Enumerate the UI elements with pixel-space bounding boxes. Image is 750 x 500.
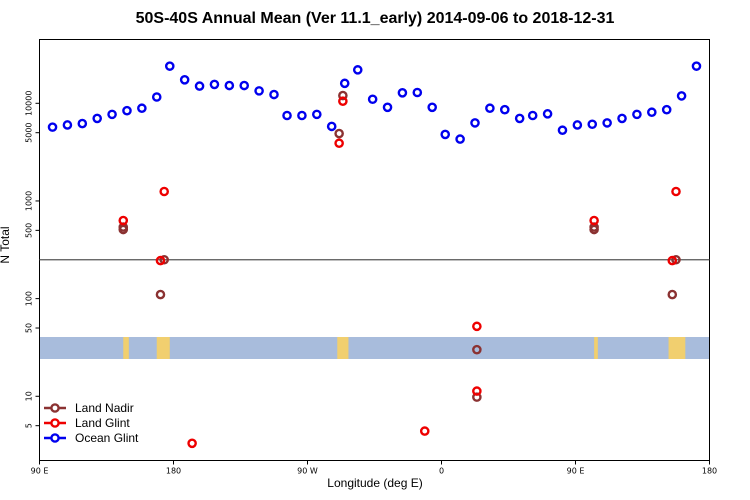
x-tick-label: 90 E — [31, 467, 49, 476]
land-glint-point — [589, 215, 599, 226]
ocean-glint-point — [254, 86, 264, 96]
map-land — [156, 337, 170, 359]
ocean-glint-point — [312, 109, 322, 120]
y-axis: 5 10 50 100 500 1000 5000 10000 — [25, 91, 40, 428]
x-axis-label: Longitude (deg E) — [327, 476, 422, 490]
ocean-glint-point — [691, 61, 702, 71]
land-glint-point — [187, 438, 197, 449]
ocean-glint-point — [92, 113, 102, 124]
ocean-glint-point — [137, 103, 147, 114]
x-tick-label: 180 — [702, 467, 717, 476]
ocean-glint-point — [367, 94, 378, 105]
ocean-glint-point — [194, 81, 205, 91]
land-glint-point — [155, 255, 166, 266]
ocean-glint-point — [440, 129, 451, 140]
map-land — [337, 337, 349, 359]
ocean-glint-point — [151, 92, 162, 102]
land-glint-point — [334, 138, 344, 149]
y-tick-label: 50 — [25, 323, 34, 333]
map-land — [123, 337, 129, 359]
land-glint-point — [667, 255, 678, 266]
ocean-glint-point — [412, 87, 423, 98]
ocean-glint-point — [179, 75, 190, 85]
x-tick-label: 90 W — [297, 467, 318, 476]
ocean-glint-point — [326, 121, 337, 132]
y-tick-label: 5 — [25, 423, 34, 428]
ocean-glint-point — [661, 104, 672, 115]
ocean-glint-point — [239, 80, 250, 91]
land-nadir-point — [667, 289, 678, 300]
x-tick-label: 0 — [439, 467, 444, 476]
ocean-glint-point — [164, 61, 175, 71]
land-glint-point — [118, 215, 129, 226]
y-tick-label: 500 — [25, 223, 34, 238]
y-tick-label: 10000 — [25, 91, 34, 116]
y-tick-label: 100 — [25, 291, 34, 306]
map-land — [668, 337, 686, 359]
ocean-glint-point — [470, 118, 480, 128]
ocean-glint-point — [107, 109, 117, 120]
land-glint-point — [338, 96, 348, 107]
y-tick-label: 1000 — [25, 191, 34, 211]
ocean-glint-point — [617, 113, 627, 124]
legend-label: Land Nadir — [75, 401, 134, 415]
data-points — [47, 61, 702, 449]
ocean-glint-point — [647, 107, 657, 118]
legend-label: Ocean Glint — [75, 431, 139, 445]
ocean-glint-point — [499, 104, 510, 115]
ocean-glint-point — [572, 120, 583, 130]
y-tick-label: 10 — [25, 391, 34, 401]
ocean-glint-point — [514, 113, 525, 124]
y-axis-label: N Total — [0, 226, 12, 263]
land-glint-point — [671, 186, 681, 197]
ocean-glint-point — [297, 110, 307, 121]
ocean-glint-point — [77, 118, 88, 129]
land-glint-point — [472, 321, 482, 332]
land-nadir-point — [155, 289, 166, 300]
ocean-glint-point — [602, 118, 612, 128]
ocean-glint-point — [382, 102, 393, 113]
map-strip — [39, 337, 710, 359]
x-tick-label: 90 E — [567, 467, 585, 476]
ocean-glint-point — [224, 80, 235, 91]
ocean-glint-point — [269, 89, 279, 100]
land-nadir-point — [334, 128, 344, 139]
ocean-glint-point — [282, 110, 292, 121]
ocean-glint-point — [122, 105, 132, 116]
ocean-glint-point — [62, 120, 73, 130]
y-tick-label: 5000 — [25, 123, 34, 143]
ocean-glint-point — [527, 110, 538, 121]
map-ocean — [39, 337, 710, 359]
legend-marker — [50, 403, 60, 413]
ocean-glint-point — [427, 102, 437, 113]
ocean-glint-point — [455, 134, 465, 144]
ocean-glint-point — [485, 103, 495, 114]
x-tick-label: 180 — [166, 467, 181, 476]
plot-frame — [39, 39, 710, 461]
land-glint-point — [159, 186, 169, 197]
ocean-glint-point — [676, 91, 687, 101]
ocean-glint-point — [632, 109, 642, 120]
land-nadir-point — [472, 344, 482, 355]
chart-title: 50S-40S Annual Mean (Ver 11.1_early) 201… — [136, 10, 615, 27]
map-land — [594, 337, 598, 359]
ocean-glint-point — [542, 109, 553, 119]
land-nadir-point — [338, 90, 348, 101]
ocean-glint-point — [587, 119, 598, 130]
land-glint-point — [419, 426, 430, 436]
ocean-glint-point — [209, 79, 220, 90]
land-glint-point — [472, 386, 482, 396]
x-axis: 90 E 180 90 W 0 90 E 180 — [31, 460, 717, 476]
ocean-glint-point — [352, 65, 363, 75]
legend-marker — [50, 433, 60, 443]
ocean-glint-point — [397, 88, 408, 98]
legend-marker — [50, 418, 60, 428]
ocean-glint-point — [47, 122, 58, 132]
ocean-glint-point — [557, 125, 568, 136]
legend-label: Land Glint — [75, 416, 130, 430]
ocean-glint-point — [339, 78, 350, 89]
